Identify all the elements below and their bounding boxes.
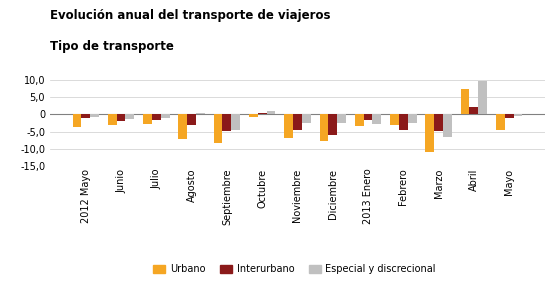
Bar <box>460 89 469 114</box>
Text: Tipo de transporte: Tipo de transporte <box>50 40 174 53</box>
Bar <box>469 107 478 114</box>
Bar <box>408 114 416 123</box>
Text: Evolución anual del transporte de viajeros: Evolución anual del transporte de viajer… <box>50 9 330 21</box>
Bar <box>81 114 90 118</box>
Bar <box>329 114 337 135</box>
Bar <box>108 114 117 125</box>
Bar <box>258 113 266 114</box>
Bar <box>266 111 275 114</box>
Bar <box>187 114 196 125</box>
Bar <box>302 114 311 123</box>
Bar <box>178 114 187 139</box>
Bar <box>214 114 222 142</box>
Bar <box>196 113 205 114</box>
Bar <box>355 114 364 126</box>
Bar <box>425 114 434 152</box>
Bar <box>337 114 346 123</box>
Bar <box>390 114 399 125</box>
Bar <box>293 114 302 130</box>
Bar <box>152 114 161 120</box>
Bar <box>222 114 231 131</box>
Bar <box>514 114 523 116</box>
Bar <box>231 114 240 130</box>
Bar <box>478 81 487 114</box>
Bar <box>90 114 99 117</box>
Legend: Urbano, Interurbano, Especial y discrecional: Urbano, Interurbano, Especial y discreci… <box>150 261 440 278</box>
Bar <box>505 114 514 118</box>
Bar <box>443 114 452 137</box>
Bar <box>249 114 258 117</box>
Bar <box>72 114 81 128</box>
Bar <box>399 114 408 130</box>
Bar <box>284 114 293 138</box>
Bar <box>161 114 170 118</box>
Bar <box>143 114 152 124</box>
Bar <box>320 114 329 141</box>
Bar <box>117 114 126 121</box>
Bar <box>364 114 373 120</box>
Bar <box>373 114 381 124</box>
Bar <box>434 114 443 131</box>
Bar <box>496 114 505 130</box>
Bar <box>126 114 135 118</box>
